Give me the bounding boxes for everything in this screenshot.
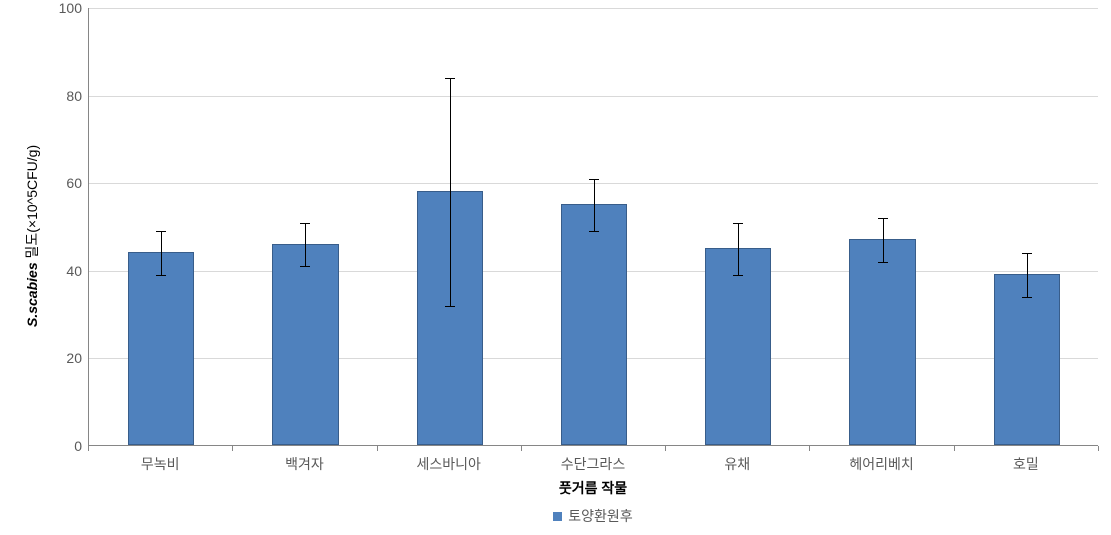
errorbar-cap (445, 78, 455, 79)
y-tick-label: 0 (0, 438, 88, 454)
x-tick-label: 백겨자 (285, 454, 324, 474)
x-tick-mark (521, 446, 522, 451)
y-tick-label: 80 (0, 88, 88, 104)
x-tick-labels: 무녹비 백겨자 세스바니아 수단그라스 유채 헤어리베치 호밀 (88, 454, 1098, 478)
errorbar-cap (300, 223, 310, 224)
bar (705, 248, 771, 445)
x-axis-title: 풋거름 작물 (88, 478, 1098, 498)
gridline (89, 8, 1098, 9)
errorbar-line (161, 231, 162, 275)
errorbar-cap (156, 231, 166, 232)
bar (561, 204, 627, 445)
x-tick-label: 유채 (724, 454, 750, 474)
errorbar-cap (589, 231, 599, 232)
legend-label: 토양환원후 (568, 506, 632, 526)
y-tick-label: 20 (0, 350, 88, 366)
errorbar-cap (156, 275, 166, 276)
bar (994, 274, 1060, 445)
chart-container: S.scabies 밀도(×10^5CFU/g) 020406080100 무녹… (0, 0, 1111, 535)
x-tick-mark (954, 446, 955, 451)
x-tick-label: 호밀 (1013, 454, 1039, 474)
plot-area (88, 8, 1098, 446)
errorbar-cap (733, 223, 743, 224)
x-tick-mark (88, 446, 89, 451)
x-tick-label: 무녹비 (141, 454, 180, 474)
gridline (89, 96, 1098, 97)
errorbar-cap (878, 262, 888, 263)
x-tick-mark (1098, 446, 1099, 451)
errorbar-line (305, 223, 306, 267)
errorbar-line (883, 218, 884, 262)
errorbar-cap (1022, 253, 1032, 254)
x-tick-mark (809, 446, 810, 451)
x-tick-label: 세스바니아 (417, 454, 481, 474)
errorbar-cap (300, 266, 310, 267)
errorbar-cap (733, 275, 743, 276)
errorbar-cap (589, 179, 599, 180)
bar (849, 239, 915, 445)
y-tick-label: 60 (0, 175, 88, 191)
y-tick-labels: 020406080100 (0, 8, 88, 446)
x-tick-mark (665, 446, 666, 451)
errorbar-line (738, 223, 739, 276)
legend-swatch (553, 512, 562, 521)
errorbar-cap (1022, 297, 1032, 298)
x-ticks (88, 446, 1098, 454)
errorbar-line (1027, 253, 1028, 297)
errorbar-cap (878, 218, 888, 219)
bar (272, 244, 338, 445)
x-tick-label: 헤어리베치 (849, 454, 913, 474)
errorbar-cap (445, 306, 455, 307)
y-tick-label: 100 (0, 0, 88, 16)
legend: 토양환원후 (88, 506, 1098, 526)
x-tick-mark (377, 446, 378, 451)
bar (128, 252, 194, 445)
errorbar-line (450, 78, 451, 306)
y-tick-label: 40 (0, 263, 88, 279)
errorbar-line (594, 179, 595, 232)
x-tick-mark (232, 446, 233, 451)
x-tick-label: 수단그라스 (561, 454, 625, 474)
